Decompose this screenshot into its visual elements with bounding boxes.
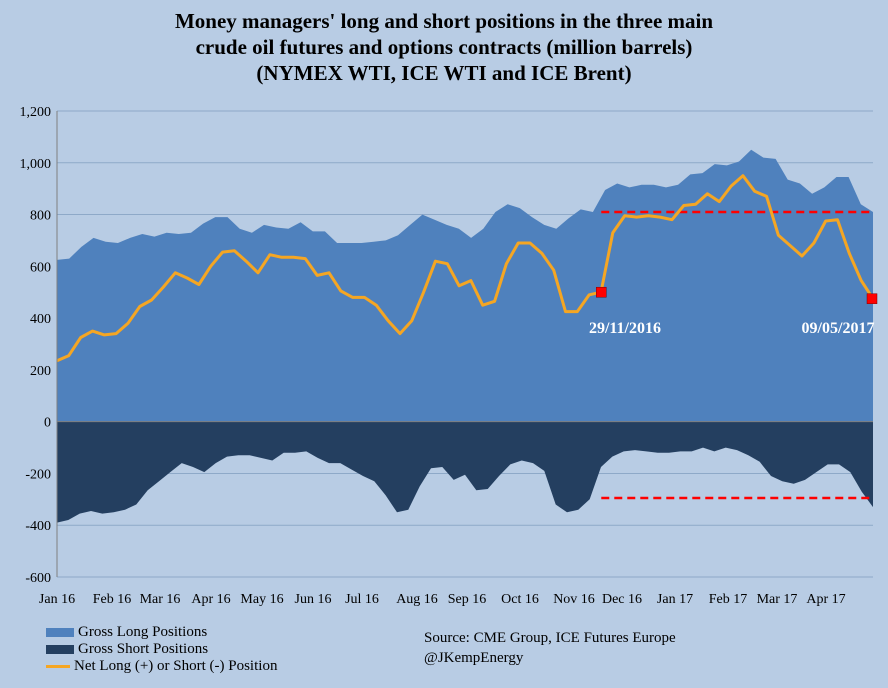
x-tick-label: Feb 17 — [709, 592, 748, 607]
x-tick-label: Dec 16 — [602, 592, 642, 607]
y-tick-label: 800 — [30, 209, 51, 224]
net-line-series — [56, 174, 875, 363]
y-tick-label: -400 — [25, 519, 51, 534]
source-line-2: @JKempEnergy — [424, 650, 524, 666]
title-line-2: crude oil futures and options contracts … — [195, 35, 693, 59]
legend-label-long: Gross Long Positions — [78, 624, 208, 640]
legend-entry-short: Gross Short Positions — [46, 641, 277, 658]
reference-lines — [601, 210, 873, 500]
y-tick-label: -600 — [25, 571, 51, 586]
x-tick-label: Apr 16 — [191, 592, 230, 607]
marker-1 — [596, 286, 607, 298]
gross-short-area — [57, 421, 873, 523]
x-tick-label: Sep 16 — [448, 592, 487, 607]
x-tick-label: Jul 16 — [345, 592, 379, 607]
title-line-3: (NYMEX WTI, ICE WTI and ICE Brent) — [256, 61, 632, 85]
x-tick-label: May 16 — [240, 592, 283, 607]
source-line-1: Source: CME Group, ICE Futures Europe — [424, 630, 676, 646]
x-tick-label: Jan 17 — [657, 592, 693, 607]
source-note: Source: CME Group, ICE Futures Europe @J… — [424, 628, 676, 668]
legend-entry-long: Gross Long Positions — [46, 624, 277, 641]
legend-entry-net: Net Long (+) or Short (-) Position — [46, 658, 277, 675]
legend-swatch-net — [46, 665, 70, 668]
y-tick-label: -200 — [25, 467, 51, 482]
x-tick-label: Aug 16 — [396, 592, 438, 607]
y-tick-label: 400 — [30, 312, 51, 327]
x-tick-label: Jun 16 — [295, 592, 332, 607]
y-tick-label: 1,000 — [20, 157, 52, 172]
x-tick-label: Apr 17 — [806, 592, 845, 607]
x-tick-label: Mar 17 — [757, 592, 798, 607]
markers: 29/11/2016 09/05/2017 — [589, 286, 878, 337]
area-series — [57, 149, 873, 523]
legend-swatch-long — [46, 628, 74, 637]
axes: -600 -400 -200 0 200 400 600 800 1,000 1,200 Jan 1… — [20, 105, 873, 607]
net-position-line — [56, 174, 875, 363]
chart-title: Money managers' long and short positions… — [0, 8, 888, 86]
legend-label-net: Net Long (+) or Short (-) Position — [74, 658, 278, 674]
x-tick-label: Oct 16 — [501, 592, 539, 607]
legend-swatch-short — [46, 645, 74, 654]
marker-2 — [866, 293, 878, 304]
x-tick-label: Nov 16 — [553, 592, 595, 607]
title-line-1: Money managers' long and short positions… — [174, 9, 714, 33]
x-tick-label: Feb 16 — [93, 592, 132, 607]
marker-label-1: 29/11/2016 — [589, 320, 661, 337]
x-tick-label: Jan 16 — [39, 592, 75, 607]
x-tick-label: Mar 16 — [140, 592, 181, 607]
gross-long-area — [57, 149, 873, 422]
y-tick-label: 600 — [30, 260, 51, 275]
y-tick-label: 1,200 — [20, 105, 52, 120]
marker-label-2: 09/05/2017 — [802, 320, 875, 337]
legend-label-short: Gross Short Positions — [78, 641, 209, 657]
y-tick-label: 0 — [44, 416, 51, 431]
y-tick-label: 200 — [30, 364, 51, 379]
legend: Gross Long Positions Gross Short Positio… — [46, 624, 277, 675]
